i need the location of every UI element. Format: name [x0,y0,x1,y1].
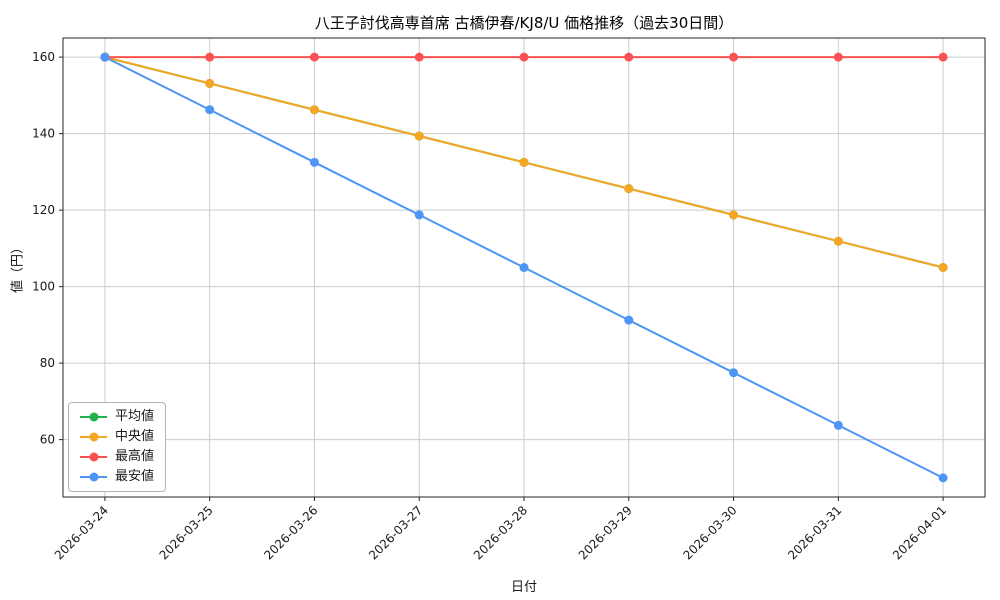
series-marker-min [205,105,215,115]
y-tick-label: 80 [40,356,55,370]
x-tick-label: 2026-03-28 [471,503,530,562]
legend-marker-min-icon [80,471,107,483]
series-marker-min [833,420,843,430]
series-marker-median [624,184,634,194]
x-tick-label: 2026-03-24 [52,503,111,562]
y-tick-label: 60 [40,433,55,447]
legend-item-max: 最高値 [80,450,154,464]
x-tick-label: 2026-03-31 [785,503,844,562]
legend-item-min: 最安値 [80,470,154,484]
series-marker-median [414,131,424,141]
x-tick-label: 2026-03-25 [157,503,216,562]
series-marker-max [519,52,529,62]
legend-label-mean: 平均値 [115,409,155,424]
series-marker-min [624,315,634,325]
series-marker-max [309,52,319,62]
series-marker-median [729,210,739,220]
x-tick-label: 2026-03-26 [261,503,320,562]
y-tick-label: 100 [32,280,55,294]
legend-marker-mean-icon [80,411,107,423]
x-tick-label: 2026-03-27 [366,503,425,562]
series-marker-median [205,78,215,88]
legend-label-max: 最高値 [115,449,155,464]
y-tick-label: 140 [32,127,55,141]
series-marker-median [938,263,948,272]
y-tick-label: 120 [32,203,55,217]
series-marker-median [309,105,319,115]
legend-marker-median-icon [80,431,107,443]
series-marker-min [519,263,529,272]
series-marker-min [414,210,424,220]
legend-label-min: 最安値 [115,469,155,484]
series-marker-max [414,52,424,62]
series-marker-min [729,368,739,378]
series-marker-median [833,236,843,246]
legend-label-median: 中央値 [115,429,155,444]
x-tick-label: 2026-04-01 [890,503,949,562]
series-marker-max [729,52,739,62]
legend-marker-max-icon [80,451,107,463]
legend-item-median: 中央値 [80,430,154,444]
series-marker-max [205,52,215,62]
series-marker-min [100,52,110,62]
series-marker-max [624,52,634,62]
legend: 平均値 中央値 最高値 最安値 [68,402,167,492]
series-marker-min [938,473,948,483]
x-axis-label: 日付 [510,580,537,595]
legend-item-mean: 平均値 [80,410,154,424]
series-marker-min [309,157,319,167]
x-tick-label: 2026-03-30 [680,503,739,562]
y-tick-label: 160 [32,50,55,64]
series-marker-median [519,157,529,167]
chart-title: 八王子討伐高専首席 古橋伊春/KJ8/U 価格推移（過去30日間） [314,14,734,32]
series-marker-max [938,52,948,62]
series-marker-max [833,52,843,62]
x-tick-label: 2026-03-29 [576,503,635,562]
